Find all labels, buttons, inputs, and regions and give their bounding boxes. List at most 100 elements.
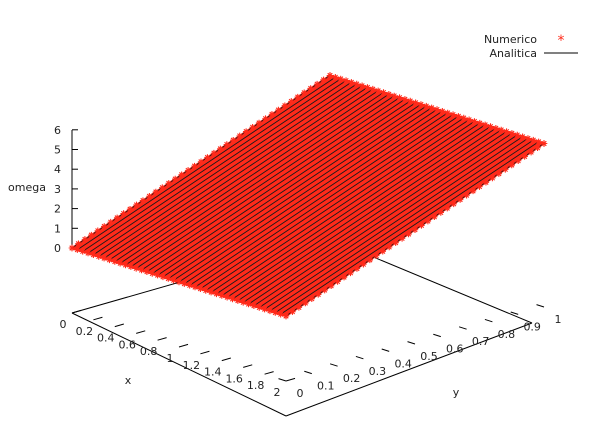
numerico-point: [379, 248, 386, 255]
numerico-point: [326, 72, 334, 79]
numerico-point: [294, 93, 301, 101]
numerico-point: [250, 302, 258, 309]
z-tick-label: 4: [54, 163, 61, 176]
numerico-point: [277, 311, 284, 318]
numerico-point: [302, 299, 309, 307]
numerico-point: [463, 192, 470, 199]
numerico-point: [433, 106, 441, 113]
y-tick-mark: [536, 304, 545, 308]
x-tick-mark: [200, 350, 210, 355]
y-tick-label: 0.4: [394, 357, 412, 370]
numerico-point: [223, 141, 230, 148]
analitica-line: [226, 124, 486, 298]
x-tick-mark: [136, 330, 146, 334]
numerico-point: [133, 265, 140, 272]
numerico-point: [412, 99, 419, 106]
numerico-point: [282, 312, 290, 320]
x-tick-mark: [114, 323, 124, 328]
x-tick-label: 1.6: [225, 372, 243, 385]
numerico-point: [249, 124, 256, 131]
numerico-point: [396, 94, 403, 101]
analitica-line: [157, 102, 416, 276]
numerico-point: [521, 153, 528, 160]
numerico-point: [116, 260, 124, 267]
numerico-point: [127, 263, 135, 270]
numerico-point: [366, 256, 374, 264]
numerico-point: [340, 273, 348, 281]
numerico-point: [94, 227, 101, 234]
numerico-point: [197, 158, 205, 165]
numerico-point: [391, 92, 398, 100]
numerico-point: [373, 252, 380, 259]
x-axis-line: [71, 312, 287, 417]
x-tick-label: 0.4: [97, 332, 115, 345]
analitica-line: [237, 127, 497, 302]
numerico-point: [476, 183, 483, 190]
numerico-point: [386, 243, 393, 251]
numerico-point: [100, 255, 108, 262]
z-tick-label: 5: [54, 144, 61, 157]
numerico-point: [184, 167, 192, 174]
analitica-line: [98, 83, 358, 257]
numerico-point: [374, 87, 382, 94]
numerico-point: [107, 218, 114, 226]
x-tick-mark: [264, 371, 274, 375]
numerico-point: [534, 144, 541, 152]
legend-star-icon: *: [558, 33, 565, 49]
numerico-point: [342, 77, 350, 84]
numerico-point: [424, 217, 432, 225]
numerico-point: [79, 248, 86, 255]
numerico-point: [234, 297, 242, 304]
numerico-point: [106, 256, 113, 264]
numerico-point: [407, 97, 414, 105]
y-tick-label: 0.9: [523, 320, 541, 333]
y-tick-label: 0.5: [420, 350, 438, 363]
numerico-point: [120, 210, 127, 217]
numerico-point: [540, 140, 548, 147]
analitica-line: [135, 95, 395, 269]
z-tick-label: 2: [54, 203, 61, 216]
numerico-point: [229, 295, 236, 303]
numerico-point: [353, 265, 361, 272]
y-tick-mark: [510, 311, 519, 315]
numerico-point: [411, 226, 419, 233]
x-tick-label: 1: [167, 352, 174, 365]
z-axis-label: omega: [8, 181, 46, 194]
analitica-line: [173, 107, 432, 281]
numerico-point: [514, 131, 521, 139]
analitica-line: [189, 112, 448, 286]
analitica-line: [109, 87, 368, 261]
numerico-point: [398, 235, 406, 242]
z-tick-label: 6: [54, 124, 61, 137]
numerico-point: [524, 135, 532, 142]
numerico-point: [139, 197, 147, 204]
analitica-line: [77, 76, 336, 251]
analitica-line: [103, 85, 363, 259]
numerico-point: [88, 231, 95, 239]
numerico-point: [207, 289, 215, 296]
numerico-point: [471, 118, 478, 125]
numerico-point: [301, 89, 308, 96]
x-tick-label: 1.2: [183, 359, 201, 372]
numerico-point: [90, 251, 97, 258]
z-ticks: 0 1 2 3 4 5 6: [54, 124, 78, 255]
y-axis-line: [285, 322, 533, 417]
numerico-point: [255, 119, 263, 127]
y-tick-mark: [433, 333, 441, 338]
analitica-line: [141, 97, 400, 271]
y-tick-label: 0.6: [446, 343, 464, 356]
analitica-line: [146, 98, 406, 273]
numerico-point: [202, 287, 209, 294]
numerico-point: [465, 116, 473, 123]
numerico-point: [437, 209, 444, 216]
x-tick-mark: [71, 309, 82, 314]
numerico-point: [369, 85, 376, 93]
surface-mesh: [68, 72, 548, 320]
analitica-line: [248, 131, 507, 305]
numerico-point: [482, 179, 490, 186]
z-tick-label: 1: [54, 222, 61, 235]
y-tick-mark: [381, 348, 390, 352]
y-tick-mark: [278, 378, 287, 382]
x-tick-label: 0.8: [140, 345, 158, 358]
